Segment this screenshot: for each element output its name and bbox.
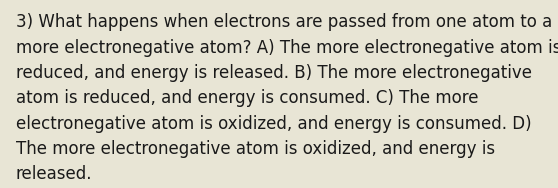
Text: atom is reduced, and energy is consumed. C) The more: atom is reduced, and energy is consumed.… xyxy=(16,89,478,107)
Text: electronegative atom is oxidized, and energy is consumed. D): electronegative atom is oxidized, and en… xyxy=(16,115,531,133)
Text: 3) What happens when electrons are passed from one atom to a: 3) What happens when electrons are passe… xyxy=(16,13,552,31)
Text: more electronegative atom? A) The more electronegative atom is: more electronegative atom? A) The more e… xyxy=(16,39,558,57)
Text: The more electronegative atom is oxidized, and energy is: The more electronegative atom is oxidize… xyxy=(16,140,495,158)
Text: released.: released. xyxy=(16,165,92,183)
Text: reduced, and energy is released. B) The more electronegative: reduced, and energy is released. B) The … xyxy=(16,64,532,82)
